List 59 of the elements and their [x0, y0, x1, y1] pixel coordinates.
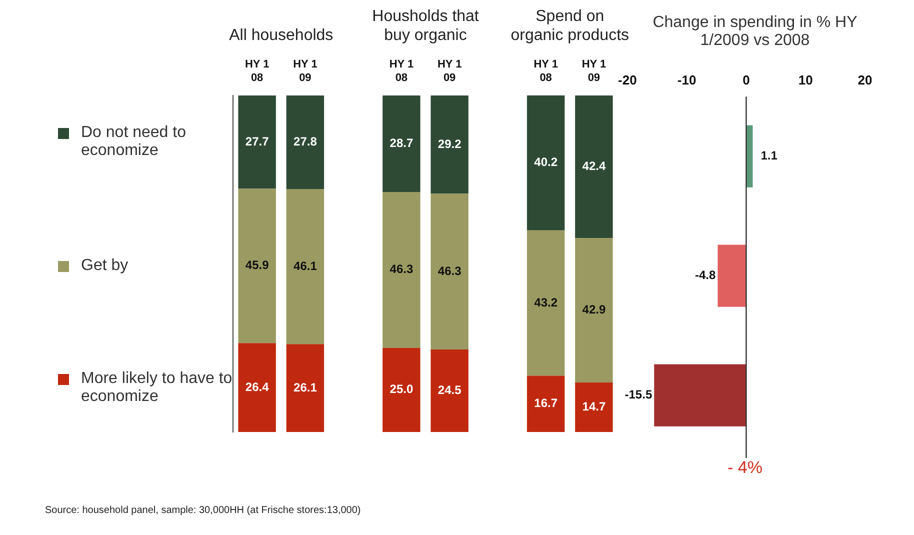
- legend-label: Get by: [81, 256, 128, 275]
- data-label: 14.7: [582, 400, 606, 414]
- bar: [430, 95, 468, 194]
- x-tick-label: HY 1 08: [389, 58, 414, 84]
- bar: [238, 343, 276, 432]
- x-tick-label: -10: [677, 72, 696, 88]
- chart-title: Change in spending in % HY 1/2009 vs 2008: [652, 14, 858, 50]
- data-label: 27.8: [294, 134, 318, 148]
- x-tick-label: 20: [858, 72, 872, 88]
- bar: [286, 188, 324, 344]
- data-label: 42.9: [582, 302, 606, 317]
- data-label: 16.7: [534, 396, 558, 410]
- legend-label: Do not need to economize: [81, 124, 187, 160]
- x-tick-label: HY 1 09: [437, 58, 462, 84]
- bar: [526, 230, 565, 376]
- x-tick-label: -20: [618, 72, 637, 88]
- text: Housholds that buy organic: [372, 8, 480, 44]
- x-tick-label: 0: [742, 72, 750, 88]
- data-label: 28.7: [390, 136, 414, 150]
- data-label: 40.2: [534, 155, 558, 170]
- source-note: Source: household panel, sample: 30,000HH (at Frische stores:13,000): [45, 505, 361, 516]
- data-label: 24.5: [438, 383, 462, 398]
- data-label: 26.4: [245, 380, 270, 394]
- bar: [526, 376, 565, 432]
- bar: [575, 95, 613, 238]
- x-tick-label: HY 1 09: [293, 58, 318, 84]
- data-label: 43.2: [534, 295, 558, 310]
- data-label: 42.4: [582, 159, 606, 174]
- bar: [575, 382, 613, 432]
- bar: [286, 95, 324, 189]
- x-tick-label: HY 1 08: [534, 58, 558, 84]
- legend-label: More likely to have to economize: [81, 370, 234, 406]
- bar: [430, 194, 468, 350]
- data-label: 46.1: [294, 258, 318, 273]
- data-label: 26.1: [294, 380, 318, 394]
- data-label: 46.3: [390, 262, 414, 276]
- x-tick-label: HY 1 08: [244, 58, 270, 84]
- bar: [286, 344, 324, 432]
- bar: [238, 95, 276, 189]
- text: Spend on organic products: [510, 8, 630, 44]
- x-tick-label: 10: [798, 72, 813, 88]
- data-label: -15.5: [624, 388, 652, 402]
- bar: [382, 95, 420, 192]
- bar: [382, 192, 420, 348]
- data-label: 27.7: [245, 134, 270, 148]
- bar: [238, 188, 276, 344]
- text: All households: [229, 27, 334, 44]
- x-tick-label: HY 1 09: [582, 58, 606, 84]
- data-label: 45.9: [245, 258, 270, 272]
- data-label: 46.3: [438, 264, 462, 278]
- data-label: 1.1: [760, 148, 778, 163]
- bar: [382, 348, 420, 432]
- bar: [526, 95, 565, 230]
- data-label: 29.2: [438, 136, 462, 151]
- bar: [430, 350, 468, 432]
- annotation: - 4%: [726, 458, 764, 478]
- data-label: -4.8: [694, 268, 716, 282]
- data-label: 25.0: [390, 382, 414, 396]
- bar: [575, 238, 613, 383]
